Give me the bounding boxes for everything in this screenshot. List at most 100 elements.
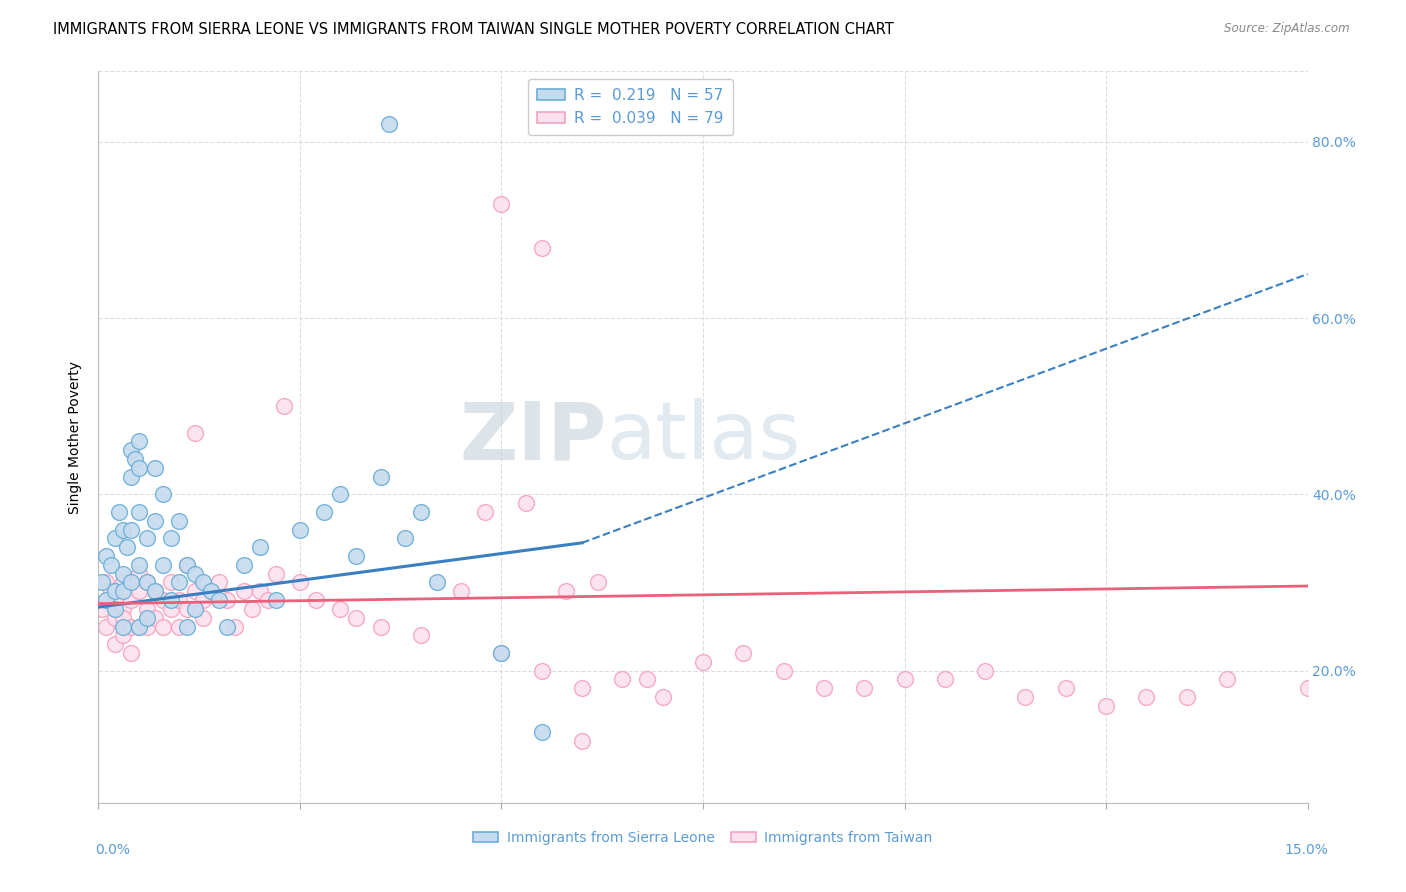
Point xyxy=(370,619,392,633)
Point xyxy=(571,681,593,696)
Point xyxy=(100,558,122,572)
Point xyxy=(692,655,714,669)
Text: 0.0%: 0.0% xyxy=(96,843,131,857)
Point xyxy=(143,611,166,625)
Point xyxy=(135,575,157,590)
Point xyxy=(1095,698,1118,713)
Point xyxy=(586,575,609,590)
Point xyxy=(91,602,114,616)
Point xyxy=(128,619,150,633)
Point xyxy=(305,593,328,607)
Point xyxy=(96,549,118,563)
Point xyxy=(651,690,673,704)
Point xyxy=(893,673,915,687)
Point xyxy=(344,611,367,625)
Point xyxy=(135,532,157,546)
Point xyxy=(143,461,166,475)
Point xyxy=(530,725,553,739)
Point xyxy=(772,664,794,678)
Point xyxy=(176,558,198,572)
Point xyxy=(344,549,367,563)
Point xyxy=(491,646,513,660)
Point xyxy=(124,452,146,467)
Point xyxy=(135,602,157,616)
Point xyxy=(249,584,271,599)
Point xyxy=(409,628,432,642)
Point xyxy=(120,575,142,590)
Point xyxy=(314,505,336,519)
Point xyxy=(853,681,876,696)
Point xyxy=(107,505,129,519)
Point xyxy=(111,628,134,642)
Point xyxy=(555,584,578,599)
Point xyxy=(128,505,150,519)
Point xyxy=(612,673,634,687)
Point xyxy=(167,514,190,528)
Point xyxy=(329,602,352,616)
Legend: Immigrants from Sierra Leone, Immigrants from Taiwan: Immigrants from Sierra Leone, Immigrants… xyxy=(468,826,938,851)
Point xyxy=(1054,681,1077,696)
Point xyxy=(273,399,295,413)
Point xyxy=(103,532,125,546)
Point xyxy=(167,593,190,607)
Point xyxy=(111,523,134,537)
Point xyxy=(200,584,222,599)
Point xyxy=(100,584,122,599)
Point xyxy=(491,646,513,660)
Point xyxy=(176,558,198,572)
Point xyxy=(288,575,311,590)
Point xyxy=(208,593,231,607)
Point xyxy=(128,619,150,633)
Point xyxy=(530,664,553,678)
Point xyxy=(184,566,207,581)
Point xyxy=(111,611,134,625)
Point xyxy=(111,566,134,581)
Point xyxy=(256,593,278,607)
Point xyxy=(1014,690,1036,704)
Point xyxy=(120,646,142,660)
Point xyxy=(409,505,432,519)
Point xyxy=(329,487,352,501)
Point xyxy=(394,532,416,546)
Point xyxy=(103,611,125,625)
Point xyxy=(111,575,134,590)
Point xyxy=(128,566,150,581)
Point xyxy=(160,593,183,607)
Point xyxy=(135,611,157,625)
Point xyxy=(288,523,311,537)
Point xyxy=(217,619,239,633)
Point xyxy=(377,117,399,131)
Point xyxy=(96,619,118,633)
Point xyxy=(474,505,496,519)
Point xyxy=(152,558,174,572)
Point xyxy=(128,434,150,449)
Point xyxy=(1175,690,1198,704)
Point xyxy=(184,602,207,616)
Point xyxy=(128,584,150,599)
Point xyxy=(120,593,142,607)
Point xyxy=(264,593,287,607)
Point xyxy=(208,575,231,590)
Point xyxy=(1216,673,1239,687)
Point xyxy=(143,584,166,599)
Point xyxy=(733,646,755,660)
Point xyxy=(128,461,150,475)
Point xyxy=(160,602,183,616)
Text: 15.0%: 15.0% xyxy=(1285,843,1329,857)
Point xyxy=(193,593,215,607)
Point xyxy=(120,469,142,483)
Point xyxy=(934,673,956,687)
Point xyxy=(224,619,246,633)
Text: ZIP: ZIP xyxy=(458,398,606,476)
Point xyxy=(370,469,392,483)
Point xyxy=(1296,681,1319,696)
Text: atlas: atlas xyxy=(606,398,800,476)
Point xyxy=(193,575,215,590)
Point xyxy=(111,584,134,599)
Point xyxy=(450,584,472,599)
Point xyxy=(160,532,183,546)
Point xyxy=(115,540,138,554)
Point xyxy=(152,487,174,501)
Point xyxy=(160,575,183,590)
Point xyxy=(249,540,271,554)
